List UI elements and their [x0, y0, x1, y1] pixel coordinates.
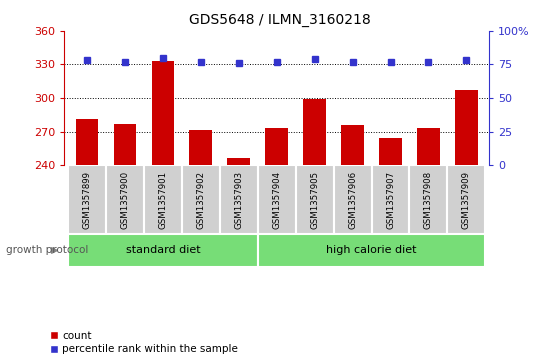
Bar	[68, 165, 106, 234]
Bar	[341, 125, 364, 165]
Bar	[106, 165, 144, 234]
Bar	[379, 138, 402, 165]
Text: growth protocol: growth protocol	[6, 245, 88, 256]
Text: GDS5648 / ILMN_3160218: GDS5648 / ILMN_3160218	[188, 13, 371, 27]
Text: GSM1357902: GSM1357902	[196, 171, 205, 229]
Bar	[334, 165, 372, 234]
Bar	[113, 124, 136, 165]
Bar	[151, 61, 174, 165]
Bar	[144, 165, 182, 234]
Text: GSM1357901: GSM1357901	[158, 171, 167, 229]
Bar	[417, 128, 440, 165]
Bar	[409, 165, 447, 234]
Text: GSM1357906: GSM1357906	[348, 171, 357, 229]
Bar	[220, 165, 258, 234]
Bar	[266, 128, 288, 165]
Bar	[455, 90, 478, 165]
Text: high calorie diet: high calorie diet	[326, 245, 417, 256]
Text: GSM1357903: GSM1357903	[234, 171, 243, 229]
Bar	[190, 130, 212, 165]
Text: GSM1357905: GSM1357905	[310, 171, 319, 229]
Bar	[296, 165, 334, 234]
Text: GSM1357908: GSM1357908	[424, 171, 433, 229]
Bar	[182, 165, 220, 234]
Text: GSM1357904: GSM1357904	[272, 171, 281, 229]
Bar	[75, 119, 98, 165]
Bar	[228, 158, 250, 165]
Text: GSM1357899: GSM1357899	[83, 171, 92, 229]
Text: GSM1357900: GSM1357900	[121, 171, 130, 229]
Bar	[304, 99, 326, 165]
Legend: count, percentile rank within the sample: count, percentile rank within the sample	[50, 331, 238, 354]
Text: GSM1357907: GSM1357907	[386, 171, 395, 229]
Text: GSM1357909: GSM1357909	[462, 171, 471, 229]
Bar	[447, 165, 485, 234]
Bar	[68, 234, 258, 267]
Bar	[258, 165, 296, 234]
Bar	[372, 165, 410, 234]
Text: standard diet: standard diet	[126, 245, 200, 256]
Bar	[258, 234, 485, 267]
